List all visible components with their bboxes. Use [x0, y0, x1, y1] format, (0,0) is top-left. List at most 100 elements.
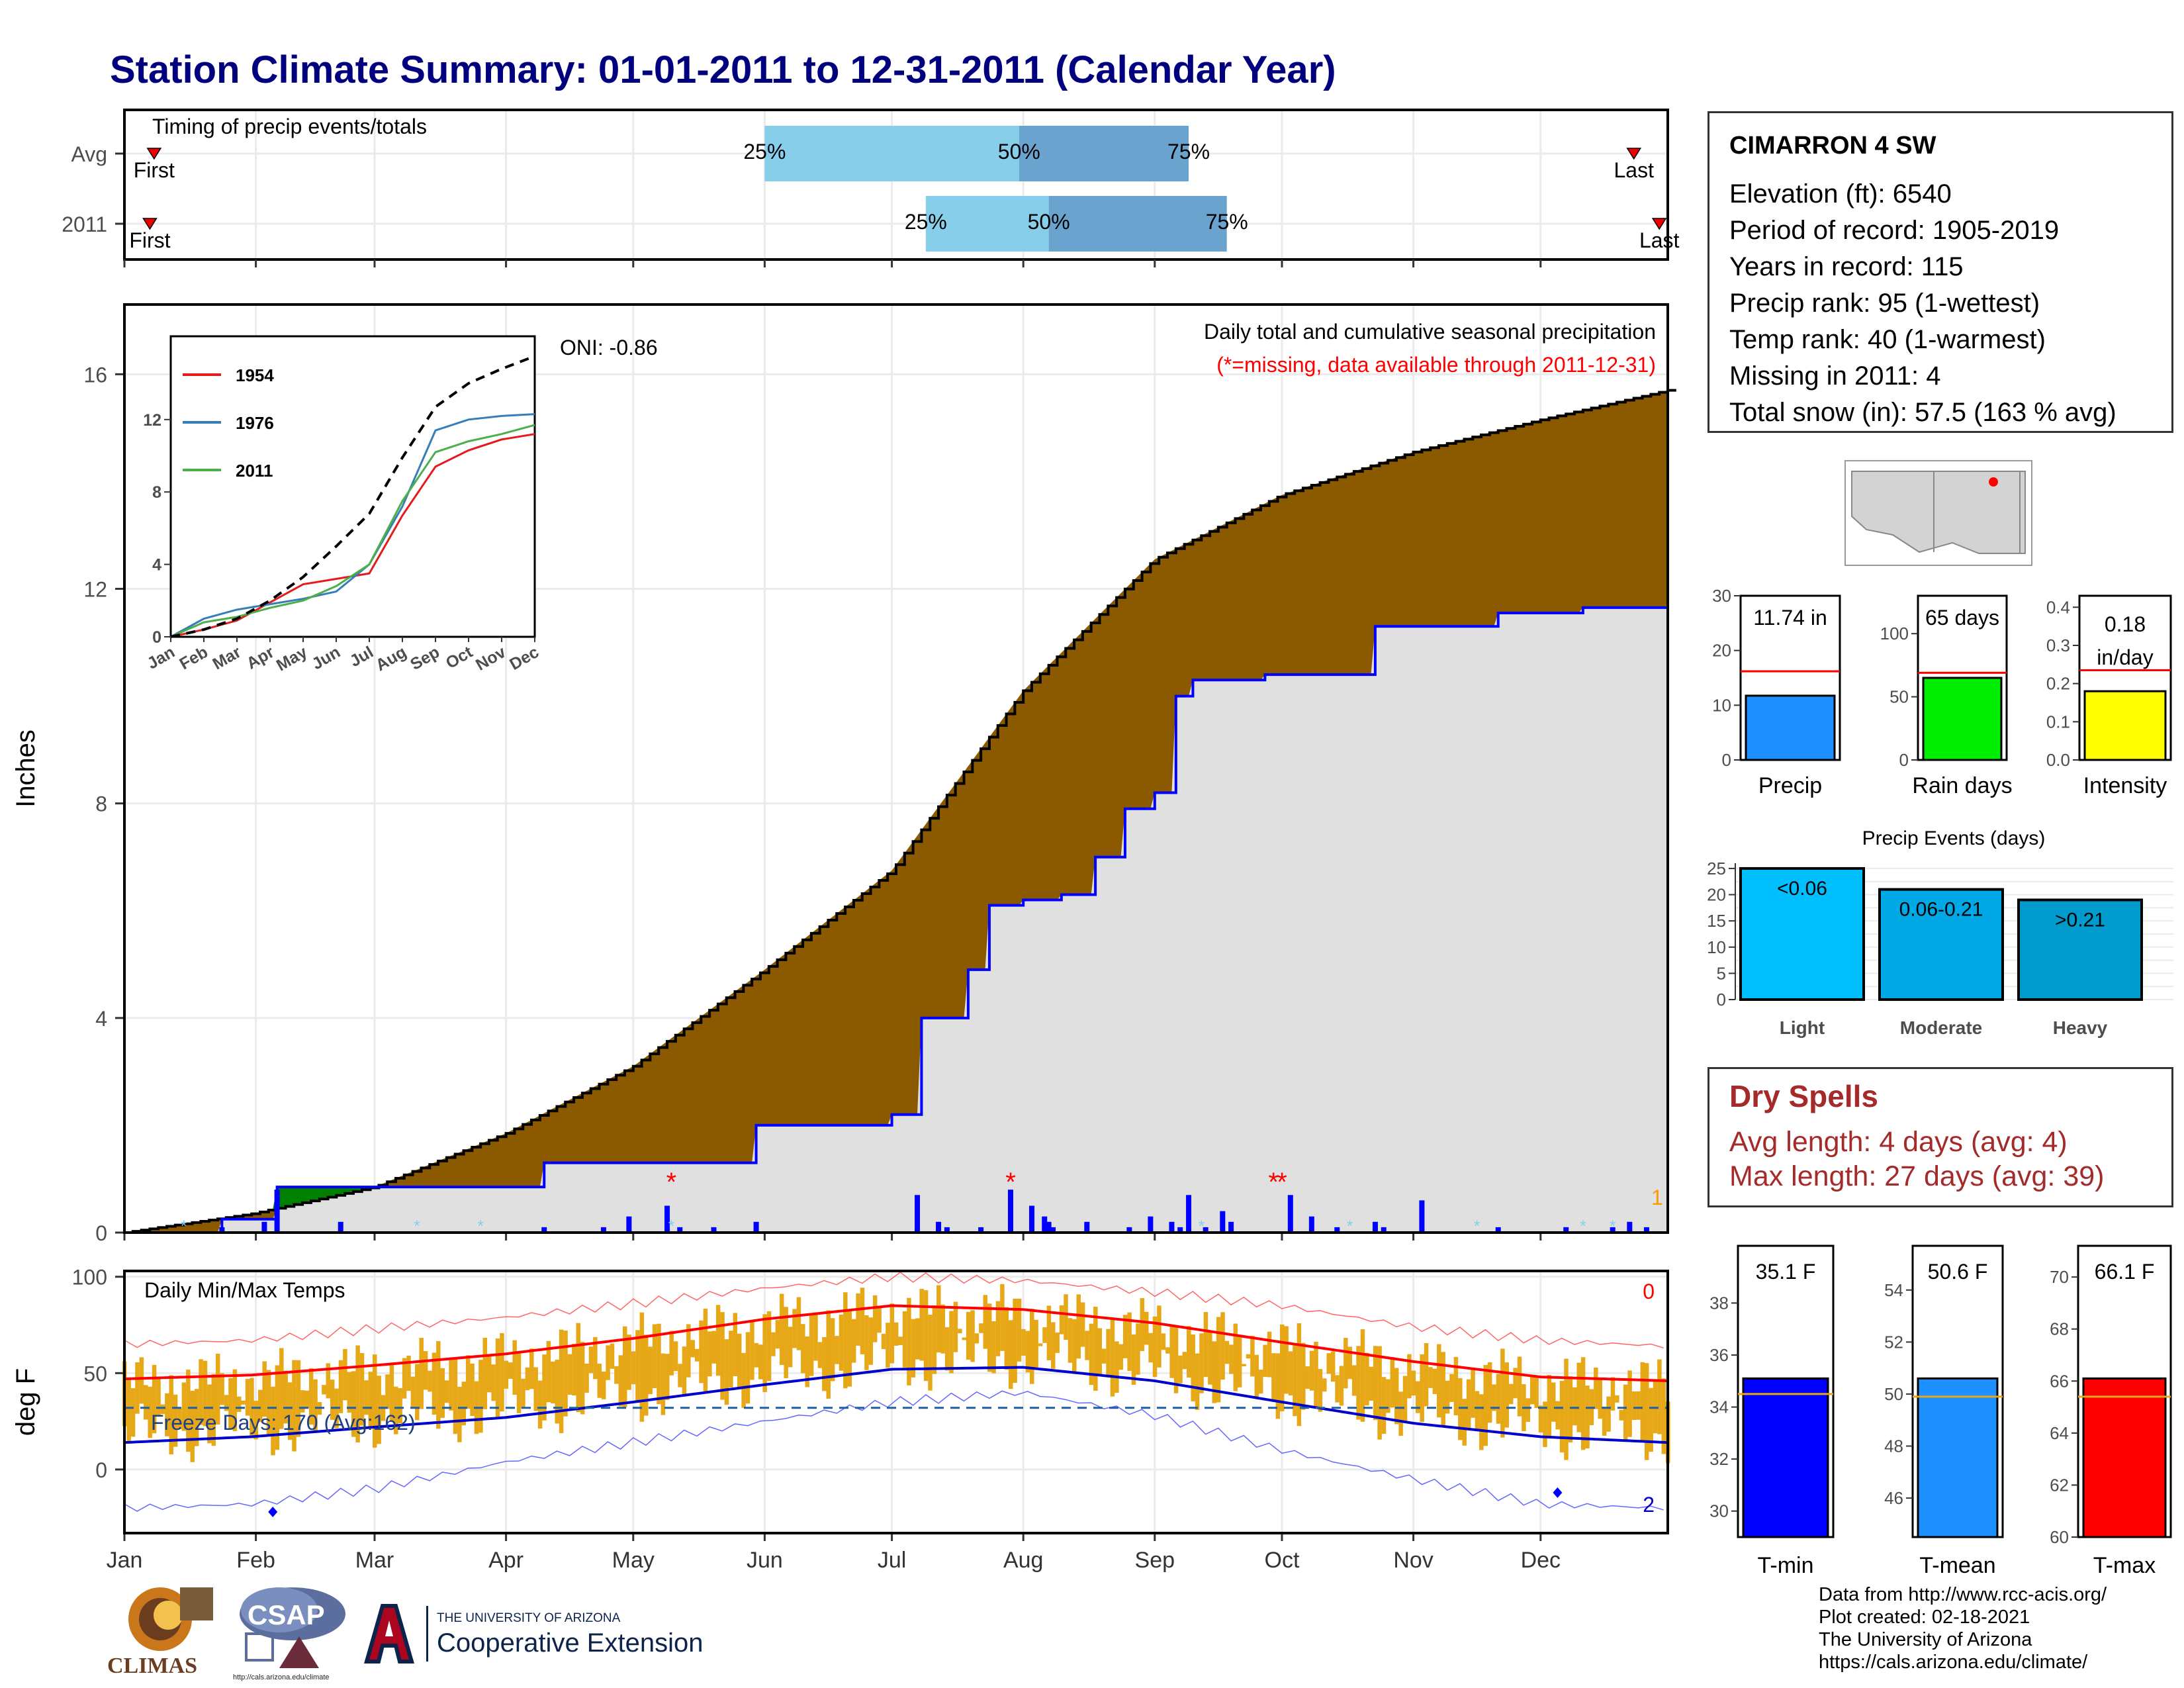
inset-y-tick-label: 12 — [143, 411, 161, 430]
daily-temp-bar — [1250, 1335, 1255, 1377]
daily-temp-bar — [792, 1309, 797, 1348]
daily-temp-bar — [186, 1370, 191, 1452]
daily-temp-bar — [1534, 1378, 1539, 1409]
daily-temp-bar — [593, 1336, 598, 1380]
month-tick-label: Nov — [1393, 1548, 1433, 1573]
daily-temp-bar — [1284, 1326, 1289, 1394]
precip-panel-title: Daily total and cumulative seasonal prec… — [1204, 320, 1656, 344]
mini-value-label: 11.74 in — [1753, 606, 1827, 630]
mini-bar-rain_days — [1922, 677, 2003, 761]
inset-legend-label: 2011 — [236, 461, 273, 481]
daily-temp-bar — [1301, 1342, 1306, 1410]
daily-temp-bar — [287, 1382, 293, 1440]
precip-panel-subtitle: (*=missing, data available through 2011-… — [1216, 353, 1656, 377]
daily-temp-bar — [470, 1363, 475, 1416]
daily-temp-bar — [682, 1346, 687, 1395]
month-tick-label: Jan — [107, 1548, 143, 1573]
daily-temp-bar — [1602, 1406, 1607, 1436]
daily-temp-bar — [322, 1385, 326, 1395]
daily-temp-bar — [694, 1348, 700, 1362]
daily-temp-bar — [1661, 1378, 1666, 1454]
events-y-tick-label: 15 — [1707, 911, 1726, 931]
station-line: Missing in 2011: 4 — [1729, 361, 1941, 391]
mini-category-label: T-mean — [1919, 1553, 1995, 1578]
daily-temp-bar — [1140, 1297, 1145, 1351]
daily-temp-bar — [495, 1338, 500, 1417]
inset-y-tick-label: 0 — [152, 628, 161, 647]
daily-precip-bar — [541, 1227, 547, 1233]
daily-temp-bar — [1038, 1343, 1043, 1346]
daily-temp-bar — [504, 1360, 509, 1389]
daily-temp-bar — [1122, 1315, 1128, 1358]
daily-temp-bar — [415, 1364, 420, 1421]
daily-temp-bar — [1398, 1391, 1403, 1436]
daily-temp-bar — [622, 1326, 627, 1407]
daily-temp-bar — [1148, 1333, 1153, 1363]
daily-temp-bar — [130, 1388, 136, 1437]
credits: Data from http://www.rcc-acis.org/ Plot … — [1819, 1583, 2107, 1673]
daily-temp-bar — [533, 1367, 538, 1411]
mini-bar-tmean — [1917, 1377, 1999, 1538]
daily-temp-bar — [1288, 1351, 1293, 1396]
daily-temp-bar — [432, 1352, 437, 1415]
timing-q50-label: 50% — [1028, 210, 1070, 234]
snow-marker: * — [477, 1217, 483, 1235]
daily-temp-bar — [987, 1303, 992, 1372]
events-bar-label: >0.21 — [2055, 909, 2105, 931]
daily-temp-bar — [877, 1306, 882, 1333]
daily-temp-bar — [648, 1346, 653, 1395]
inset-panel — [169, 335, 536, 638]
daily-temp-bar — [156, 1377, 161, 1415]
events-y-tick-label: 25 — [1707, 859, 1726, 878]
daily-temp-bar — [436, 1341, 441, 1429]
daily-temp-bar — [919, 1289, 924, 1361]
csap-cloud — [240, 1587, 345, 1668]
events-bar — [1878, 888, 2004, 1001]
daily-temp-bar — [423, 1351, 428, 1390]
daily-temp-bar — [347, 1372, 352, 1413]
daily-temp-bar — [215, 1353, 220, 1425]
daily-temp-bar — [279, 1348, 284, 1429]
precip-y-tick-label: 0 — [95, 1221, 107, 1245]
daily-precip-bar — [944, 1227, 950, 1233]
missing-data-marker: * — [1005, 1168, 1016, 1197]
timing-q25-label: 25% — [743, 140, 786, 164]
daily-precip-bar — [915, 1195, 921, 1233]
daily-temp-bar — [1110, 1317, 1115, 1397]
daily-temp-bar — [745, 1332, 751, 1404]
daily-temp-bar — [1606, 1396, 1611, 1432]
daily-temp-bar — [398, 1388, 402, 1424]
daily-temp-bar — [588, 1346, 594, 1374]
snow-marker: * — [1580, 1217, 1586, 1235]
credit-line: Data from http://www.rcc-acis.org/ — [1819, 1584, 2107, 1605]
daily-temp-bar — [915, 1318, 920, 1360]
daily-temp-bar — [847, 1309, 852, 1387]
daily-temp-bar — [338, 1360, 343, 1413]
daily-temp-bar — [665, 1354, 670, 1401]
daily-temp-bar — [275, 1365, 280, 1450]
daily-precip-bar — [1495, 1227, 1501, 1233]
daily-temp-bar — [351, 1371, 356, 1437]
mini-y-tick-label: 36 — [1709, 1345, 1729, 1365]
daily-temp-bar — [1178, 1355, 1183, 1383]
daily-temp-bar — [1309, 1350, 1314, 1391]
daily-temp-bar — [1657, 1359, 1662, 1434]
station-line: Total snow (in): 57.5 (163 % avg) — [1729, 398, 2116, 427]
mini-y-tick-label: 68 — [2050, 1319, 2069, 1339]
daily-temp-bar — [253, 1401, 259, 1440]
daily-temp-bar — [1623, 1384, 1628, 1441]
month-tick-label: Jul — [878, 1548, 906, 1573]
daily-temp-bar — [1097, 1328, 1103, 1374]
daily-temp-bar — [1187, 1326, 1191, 1378]
daily-temp-bar — [1263, 1344, 1267, 1378]
record-low-marker — [268, 1506, 278, 1517]
snow-marker: * — [1347, 1217, 1353, 1235]
daily-temp-bar — [1072, 1319, 1077, 1373]
daily-temp-bar — [1373, 1346, 1378, 1421]
daily-temp-bar — [597, 1364, 602, 1398]
daily-temp-bar — [928, 1314, 933, 1391]
daily-precip-bar — [1148, 1216, 1154, 1233]
last-marker-icon — [1651, 218, 1667, 230]
daily-temp-bar — [1504, 1362, 1510, 1428]
daily-temp-bar — [872, 1295, 878, 1342]
